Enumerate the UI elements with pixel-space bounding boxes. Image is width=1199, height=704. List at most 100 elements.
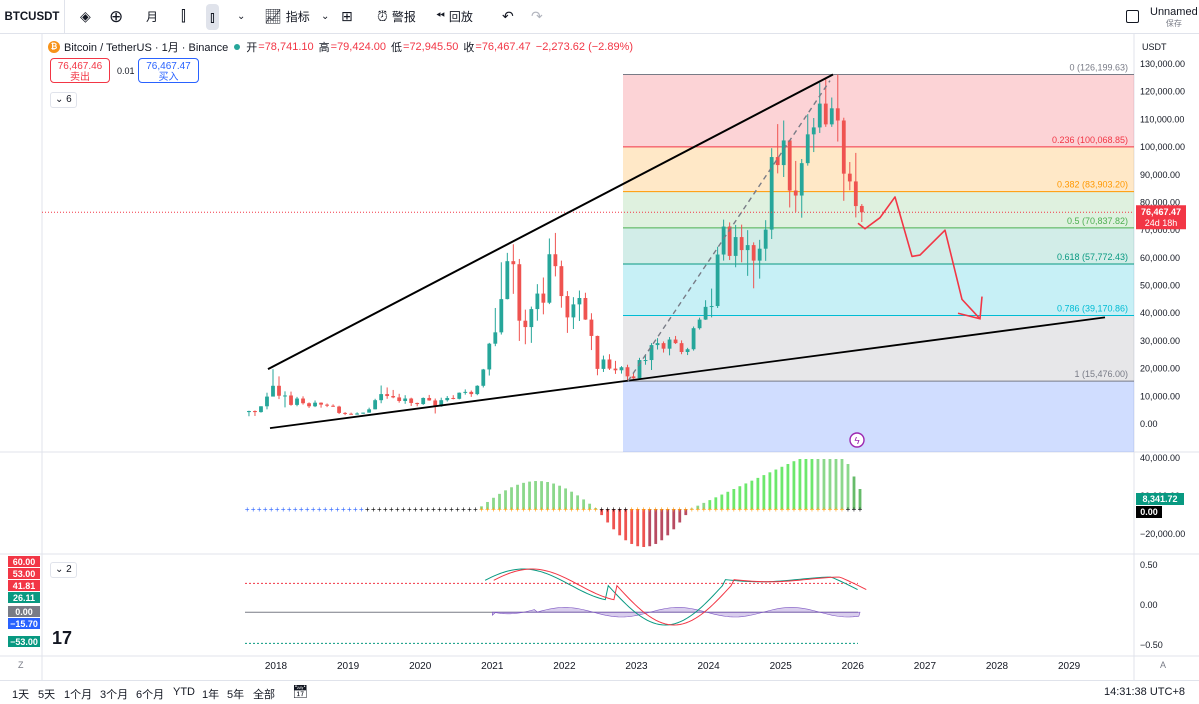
legend-low-label: 低 [391,42,403,54]
range-all-button[interactable]: 全部 [253,689,275,701]
indicators-button[interactable]: 📈︎ 指标 [264,0,310,33]
range-5d-button[interactable]: 5天 [38,689,56,701]
date-range-icon[interactable]: 📅︎ [292,684,309,699]
zoom-reset-icon[interactable]: Z [18,660,24,670]
fib-level-label: 0.618 (57,772.43) [1057,252,1128,262]
candle [457,392,462,400]
candle-body [433,400,438,407]
candle [667,337,672,356]
macd-histogram-bar [738,486,742,509]
macd-signal-dot: + [341,505,346,514]
macd-signal-dot: + [383,505,388,514]
bar-chart-icon[interactable]: ⫿ [181,8,186,25]
macd-signal-dot: + [731,505,736,514]
macd-signal-dot: + [317,505,322,514]
candle [721,219,726,261]
candle [709,288,714,318]
market-status-dot [234,44,241,50]
candle [307,402,311,408]
candle [829,97,834,127]
macd-signal-dot: + [509,505,514,514]
candle-body [595,335,600,369]
macd-histogram-bar [762,475,766,509]
candle [505,252,510,300]
symbol-search-button[interactable]: BTCUSDT [0,0,65,33]
redo-icon[interactable]: ↷ [531,8,543,24]
range-1m-button[interactable]: 1个月 [64,689,93,701]
time-axis-tick: 2022 [553,661,576,672]
candle-body [529,309,534,328]
candle-body [295,398,299,405]
add-symbol-icon[interactable]: ⊕ [109,6,124,26]
projection-arrowhead [957,296,983,320]
macd-signal-dot: + [762,505,767,514]
macd-histogram-bar [624,509,628,541]
time-axis-tick: 2025 [770,661,793,672]
candle [295,396,299,407]
candle [391,389,396,399]
candle-body [565,296,570,318]
legend-high-value: =79,424.00 [330,41,387,53]
macd-signal-dot: + [389,505,394,514]
macd-histogram-bar [654,509,658,544]
range-1y-button[interactable]: 1年 [202,689,220,701]
symbol-legend[interactable]: ₿ Bitcoin / TetherUS · 1月 · Binance 开 =78… [48,39,638,55]
candle-body [451,397,456,399]
layout-save-button[interactable]: Unnamed 保存 [1150,6,1198,30]
candle [853,152,858,218]
candle [679,340,684,355]
candle-body [589,319,594,336]
macd-histogram-bar [690,508,694,509]
time-axis-tick: 2028 [986,661,1009,672]
candle [403,395,408,404]
macd-histogram-bar [858,489,862,509]
price-axis-tick: 80,000.00 [1140,197,1180,207]
candle [331,404,335,407]
interval-button[interactable]: 月 [146,0,158,33]
macd-histogram-bar [750,480,754,509]
layout-grid-icon[interactable]: ⊞ [341,8,353,24]
range-5y-button[interactable]: 5年 [227,689,245,701]
replay-button[interactable]: ⏪︎ 回放 [436,0,473,33]
layout-checkbox[interactable] [1126,10,1139,23]
candle [751,242,756,289]
price-axis-tick: 10,000.00 [1140,391,1180,401]
candle [481,368,486,388]
macd-histogram-bar [840,459,844,509]
clock[interactable]: 14:31:38 UTC+8 [1103,686,1185,698]
alerts-button[interactable]: ⏰︎ 警报 [377,0,416,33]
sell-button[interactable]: 76,467.46 卖出 [50,58,110,83]
candle-chart-icon[interactable]: ⫾ [206,4,219,30]
range-6m-button[interactable]: 6个月 [136,689,165,701]
auto-scale-icon[interactable]: A [1160,660,1167,670]
candle-body [445,397,450,401]
osc-left-badge [8,580,40,591]
range-3m-button[interactable]: 3个月 [100,689,129,701]
candle [601,355,606,372]
macd-histogram-bar [768,472,772,509]
indicators-dropdown-icon[interactable]: ⌄ [321,11,330,22]
macd-signal-dot: + [707,505,712,514]
candle [511,244,516,294]
chart-type-dropdown-icon[interactable]: ⌄ [237,11,246,22]
candle [859,204,864,222]
range-1d-button[interactable]: 1天 [12,689,30,701]
indicators-collapse-button[interactable]: ⌄ 6 [50,92,77,108]
undo-icon[interactable]: ↶ [502,8,514,24]
legend-open-label: 开 [246,42,258,54]
macd-histogram-bar [594,508,598,509]
macd-histogram-bar [576,495,580,509]
candle-body [823,103,828,125]
macd-histogram-bar [810,459,814,509]
compare-icon[interactable]: ◈ [80,8,91,24]
macd-signal-dot: + [281,505,286,514]
range-ytd-button[interactable]: YTD [173,686,195,698]
candle-body [385,394,390,397]
chart-canvas[interactable]: 0 (126,199.63) 0.236 (100,068.85) 0.382 (8… [0,34,1199,680]
osc-collapse-button[interactable]: ⌄ 2 [50,562,77,578]
candle [247,410,251,417]
macd-signal-dot: + [677,505,682,514]
macd-histogram-bar [828,459,832,509]
candle-body [337,406,341,413]
buy-button[interactable]: 76,467.47 买入 [138,58,199,83]
